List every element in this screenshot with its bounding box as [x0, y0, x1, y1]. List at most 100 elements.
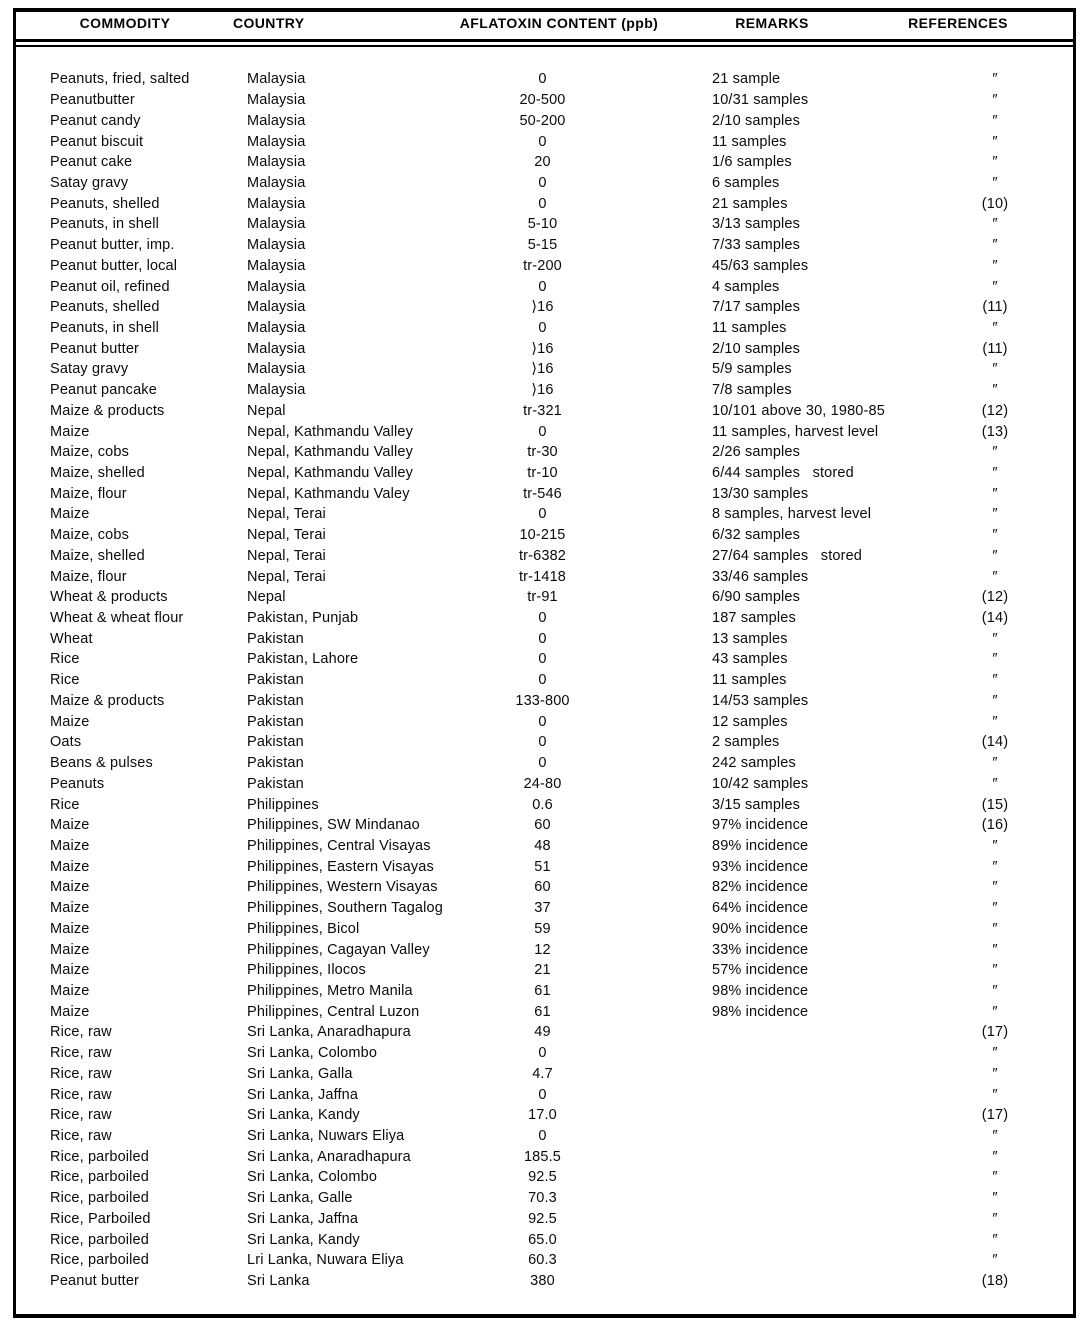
- cell-references: ″: [992, 216, 998, 233]
- cell-remarks: 2/10 samples: [712, 340, 801, 357]
- cell-references: ″: [992, 941, 998, 958]
- cell-country: Philippines, Eastern Visayas: [247, 858, 434, 875]
- cell-aflatoxin-content: 24-80: [523, 775, 562, 792]
- cell-aflatoxin-content: 37: [534, 900, 551, 917]
- cell-remarks: 11 samples: [712, 319, 787, 336]
- table-row: Maize & products Pakistan 133-800 14/53 sam…: [0, 691, 1070, 712]
- cell-country: Pakistan, Lahore: [247, 651, 359, 668]
- header-separator-line-echo: [13, 45, 1076, 47]
- table-row: Peanut pancake Malaysia ⟩16 7/8 samples ″: [0, 380, 1070, 401]
- cell-commodity: Rice, raw: [50, 1128, 112, 1145]
- cell-aflatoxin-content: 61: [534, 1003, 551, 1020]
- cell-commodity: Rice, raw: [50, 1107, 112, 1124]
- cell-aflatoxin-content: tr-10: [527, 465, 558, 482]
- cell-remarks: 64% incidence: [712, 900, 809, 917]
- cell-aflatoxin-content: tr-321: [523, 402, 562, 419]
- cell-commodity: Rice: [50, 651, 80, 668]
- cell-aflatoxin-content: 60: [534, 817, 551, 834]
- cell-references: ″: [992, 1128, 998, 1145]
- cell-references: ″: [992, 920, 998, 937]
- table-row: Rice, raw Sri Lanka, Kandy 17.0 (17): [0, 1105, 1070, 1126]
- cell-country: Nepal, Kathmandu Valley: [247, 423, 414, 440]
- cell-commodity: Maize: [50, 1003, 90, 1020]
- cell-references: (10): [981, 195, 1009, 212]
- cell-commodity: Peanut pancake: [50, 382, 157, 399]
- column-header-references: REFERENCES: [908, 15, 1008, 31]
- table-row: Rice Pakistan 0 11 samples ″: [0, 670, 1070, 691]
- cell-commodity: Maize: [50, 506, 90, 523]
- cell-references: ″: [992, 465, 998, 482]
- cell-country: Nepal, Terai: [247, 527, 326, 544]
- cell-commodity: Beans & pulses: [50, 755, 153, 772]
- cell-aflatoxin-content: ⟩16: [531, 299, 554, 316]
- table-row: Rice Pakistan, Lahore 0 43 samples ″: [0, 649, 1070, 670]
- cell-remarks: 4 samples: [712, 278, 780, 295]
- cell-references: (12): [981, 402, 1009, 419]
- cell-commodity: Peanuts, in shell: [50, 319, 159, 336]
- cell-references: ″: [992, 900, 998, 917]
- cell-country: Malaysia: [247, 319, 306, 336]
- cell-references: ″: [992, 858, 998, 875]
- cell-remarks: 2/10 samples: [712, 112, 801, 129]
- cell-country: Sri Lanka, Galle: [247, 1190, 353, 1207]
- cell-country: Sri Lanka, Kandy: [247, 1231, 360, 1248]
- cell-aflatoxin-content: 0: [538, 133, 547, 150]
- cell-aflatoxin-content: 60: [534, 879, 551, 896]
- cell-country: Pakistan: [247, 692, 304, 709]
- cell-references: ″: [992, 1252, 998, 1269]
- cell-country: Nepal: [247, 589, 286, 606]
- table-row: Peanut cake Malaysia 20 1/6 samples ″: [0, 152, 1070, 173]
- cell-commodity: Maize, shelled: [50, 547, 145, 564]
- cell-references: ″: [992, 92, 998, 109]
- cell-remarks: 82% incidence: [712, 879, 809, 896]
- cell-country: Pakistan, Punjab: [247, 610, 359, 627]
- cell-aflatoxin-content: 20-500: [519, 92, 566, 109]
- cell-aflatoxin-content: 0: [538, 319, 547, 336]
- table-row: Peanutbutter Malaysia 20-500 10/31 samples ″: [0, 90, 1070, 111]
- table-row: Rice, parboiled Sri Lanka, Anaradhapura 18…: [0, 1146, 1070, 1167]
- cell-country: Philippines, Bicol: [247, 920, 360, 937]
- cell-references: ″: [992, 112, 998, 129]
- table-row: Maize, cobs Nepal, Terai 10-215 6/32 sample…: [0, 525, 1070, 546]
- cell-references: ″: [992, 319, 998, 336]
- cell-commodity: Maize: [50, 879, 90, 896]
- table-row: Peanuts, in shell Malaysia 0 11 samples ″: [0, 318, 1070, 339]
- cell-commodity: Wheat & wheat flour: [50, 610, 184, 627]
- table-row: Peanut candy Malaysia 50-200 2/10 samples ″: [0, 110, 1070, 131]
- cell-references: ″: [992, 692, 998, 709]
- cell-aflatoxin-content: 5-15: [527, 237, 558, 254]
- cell-remarks: 2 samples: [712, 734, 780, 751]
- cell-commodity: Maize: [50, 941, 90, 958]
- cell-aflatoxin-content: tr-200: [523, 257, 562, 274]
- cell-aflatoxin-content: 0: [538, 713, 547, 730]
- table-row: Maize Philippines, Metro Manila 61 98% inci…: [0, 981, 1070, 1002]
- table-row: Oats Pakistan 0 2 samples (14): [0, 732, 1070, 753]
- cell-references: (11): [982, 340, 1008, 357]
- cell-references: (12): [981, 589, 1009, 606]
- cell-commodity: Satay gravy: [50, 174, 129, 191]
- cell-country: Malaysia: [247, 195, 306, 212]
- cell-references: ″: [992, 1231, 998, 1248]
- table-row: Maize Philippines, SW Mindanao 60 97% incid…: [0, 815, 1070, 836]
- cell-references: ″: [992, 962, 998, 979]
- cell-country: Sri Lanka, Jaffna: [247, 1086, 359, 1103]
- cell-commodity: Satay gravy: [50, 361, 129, 378]
- cell-remarks: 21 samples: [712, 195, 788, 212]
- table-border-left: [13, 8, 16, 1318]
- cell-remarks: 98% incidence: [712, 1003, 809, 1020]
- cell-commodity: Peanut butter: [50, 1273, 140, 1290]
- cell-commodity: Rice, raw: [50, 1065, 112, 1082]
- cell-country: Sri Lanka, Colombo: [247, 1169, 378, 1186]
- cell-aflatoxin-content: 48: [534, 837, 551, 854]
- table-row: Rice, parboiled Sri Lanka, Galle 70.3 ″: [0, 1188, 1070, 1209]
- cell-aflatoxin-content: 0: [538, 734, 547, 751]
- cell-remarks: 2/26 samples: [712, 444, 801, 461]
- cell-references: ″: [992, 1210, 998, 1227]
- cell-commodity: Wheat & products: [50, 589, 168, 606]
- table-row: Maize, shelled Nepal, Terai tr-6382 27/64 s…: [0, 546, 1070, 567]
- cell-country: Pakistan: [247, 775, 304, 792]
- cell-country: Malaysia: [247, 237, 306, 254]
- cell-aflatoxin-content: 61: [534, 982, 551, 999]
- table-row: Peanuts, fried, salted Malaysia 0 21 sample…: [0, 69, 1070, 90]
